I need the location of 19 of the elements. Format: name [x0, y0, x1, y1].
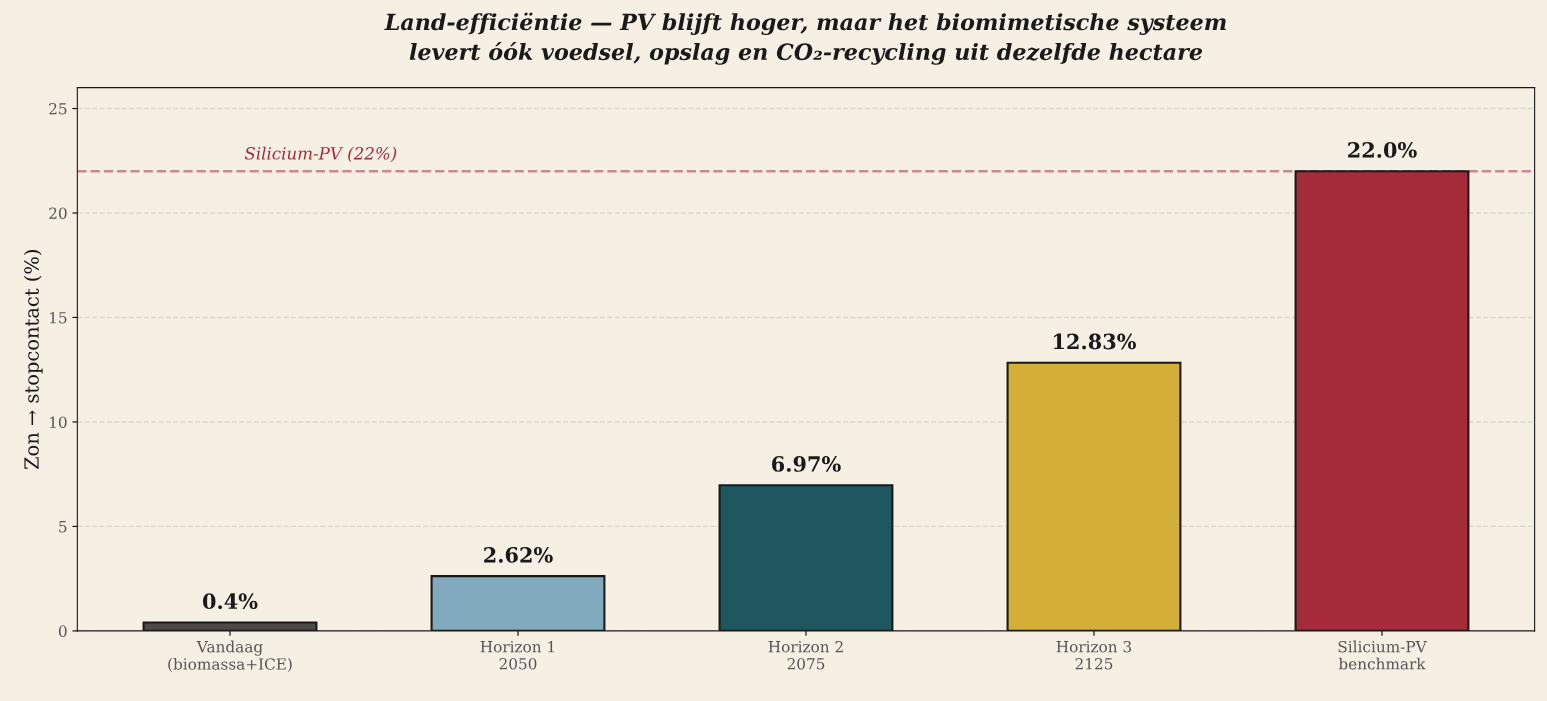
y-tick-label: 15: [50, 311, 67, 324]
x-tick-label: Horizon 3 2125: [1056, 640, 1132, 670]
x-tick-label: Horizon 1 2050: [480, 640, 555, 670]
x-tick-label: Silicium-PV benchmark: [1338, 640, 1427, 670]
data-label: 0.4%: [202, 593, 258, 610]
data-label: 22.0%: [1348, 142, 1417, 158]
data-label: 12.83%: [1054, 333, 1136, 350]
data-label: 6.97%: [772, 456, 841, 472]
y-tick-label: 25: [49, 102, 67, 115]
data-label: 2.62%: [484, 546, 553, 563]
x-tick-label: Vandaag (biomassa+ICE): [168, 640, 292, 672]
x-tick-label: Horizon 2 2075: [768, 640, 843, 670]
y-tick-label: 5: [59, 521, 67, 533]
y-tick-label: 0: [58, 625, 67, 637]
chart-title: Land-efficiëntie — PV blijft hoger, maar het biomimetische systeem levert óók voedsel, opslag en CO₂-recycling uit dezelfde hectare: [384, 12, 1226, 65]
ref-line-label: Silicium-PV (22%): [244, 146, 397, 162]
y-tick-label: 10: [50, 416, 67, 428]
y-axis-title: Zon → stopcontact (%): [23, 250, 43, 470]
y-tick-label: 20: [49, 207, 67, 220]
